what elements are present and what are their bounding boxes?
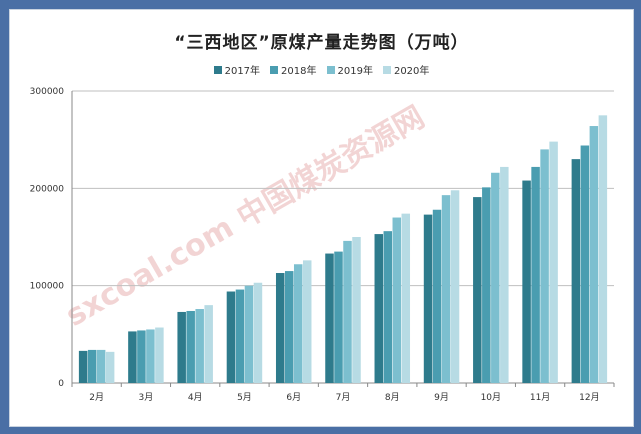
bar — [473, 197, 482, 383]
bar — [325, 253, 334, 383]
bar — [401, 213, 411, 383]
bar — [204, 305, 213, 383]
legend-swatch — [270, 65, 279, 74]
bar — [392, 217, 402, 383]
x-tick-label: 3月 — [139, 392, 154, 403]
bar — [105, 351, 115, 383]
legend-label: 2019年 — [337, 66, 373, 77]
bar — [302, 260, 312, 383]
legend-item-2020年: 2020年 — [382, 62, 430, 77]
x-tick-label: 6月 — [286, 392, 301, 403]
y-tick-label: 200000 — [30, 184, 65, 194]
bar — [589, 126, 599, 383]
x-tick-label: 8月 — [385, 392, 400, 403]
bar — [78, 350, 88, 383]
y-tick-label: 0 — [58, 379, 64, 389]
legend-swatch — [382, 65, 391, 74]
bar — [580, 145, 590, 383]
bar — [244, 285, 254, 383]
bar — [137, 330, 146, 383]
legend-swatch — [213, 65, 222, 74]
x-tick-label: 5月 — [237, 392, 252, 403]
x-tick-label: 4月 — [188, 392, 203, 403]
bar — [87, 349, 97, 383]
bar — [522, 180, 531, 383]
bar — [334, 251, 343, 383]
bar — [598, 115, 608, 383]
chart-legend: 2017年 2018年 2019年 2020年 — [10, 62, 633, 77]
bar — [423, 214, 433, 383]
x-tick-label: 9月 — [434, 392, 449, 403]
bar — [441, 195, 451, 383]
x-tick-label: 2月 — [89, 392, 104, 403]
bar — [352, 237, 361, 383]
bar — [195, 309, 204, 383]
bar — [275, 273, 285, 383]
bar — [96, 349, 106, 383]
bar — [571, 159, 581, 383]
bar — [450, 190, 460, 383]
bar — [146, 329, 155, 383]
y-tick-label: 300000 — [30, 87, 65, 97]
legend-item-2019年: 2019年 — [326, 62, 373, 77]
bar — [226, 291, 236, 383]
legend-item-2018年: 2018年 — [270, 62, 317, 77]
bar — [500, 166, 509, 383]
bar — [343, 240, 352, 383]
bar — [383, 231, 393, 383]
x-tick-label: 7月 — [336, 392, 351, 403]
bar — [491, 172, 500, 383]
legend-swatch — [326, 65, 335, 74]
x-tick-label: 12月 — [579, 392, 599, 403]
legend-label: 2018年 — [281, 66, 317, 77]
bar — [186, 310, 195, 383]
bar — [128, 331, 137, 383]
bar — [235, 289, 245, 383]
bar — [540, 149, 549, 383]
bar — [155, 327, 164, 383]
x-tick-label: 10月 — [481, 392, 501, 403]
bar — [549, 141, 558, 383]
bar — [482, 187, 491, 383]
bar — [432, 209, 442, 383]
legend-item-2017年: 2017年 — [213, 62, 261, 77]
chart-title: “三西地区”原煤产量走势图（万吨） — [174, 33, 469, 53]
x-tick-label: 11月 — [530, 392, 550, 403]
bar — [531, 166, 540, 383]
bar — [253, 282, 263, 383]
bar — [374, 234, 384, 383]
legend-label: 2017年 — [224, 66, 261, 77]
y-tick-label: 100000 — [30, 282, 65, 292]
bar — [177, 311, 186, 383]
bar — [293, 264, 303, 383]
bar — [284, 271, 294, 383]
legend-label: 2020年 — [393, 66, 430, 77]
